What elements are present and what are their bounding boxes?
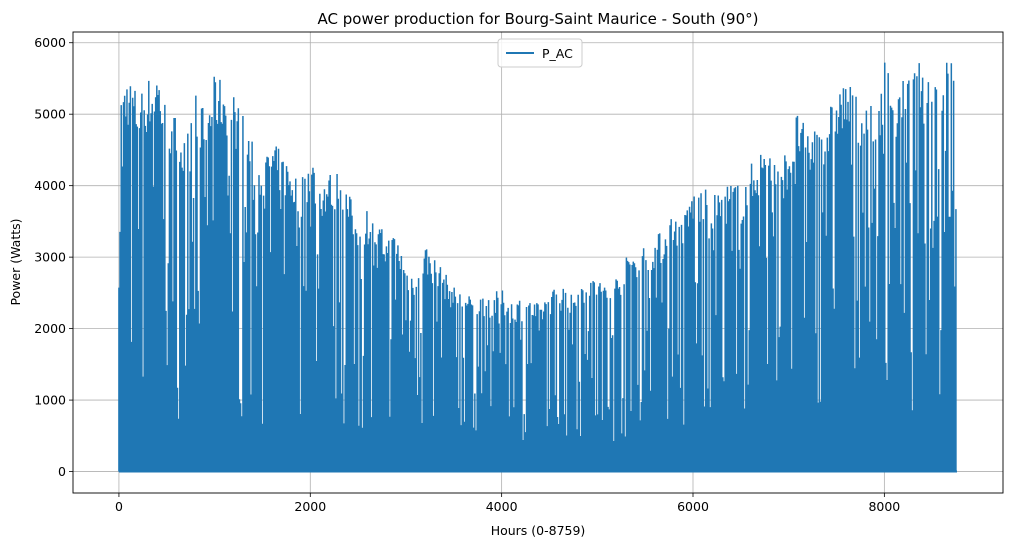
- x-tick-label: 2000: [294, 499, 326, 514]
- y-axis-label: Power (Watts): [8, 218, 23, 305]
- x-tick-label: 4000: [486, 499, 518, 514]
- y-axis-ticks: 0 1000 2000 3000 4000 5000 6000: [34, 35, 73, 479]
- y-tick-label: 0: [58, 464, 66, 479]
- y-tick-label: 1000: [34, 393, 66, 408]
- x-tick-label: 6000: [677, 499, 709, 514]
- y-tick-label: 2000: [34, 321, 66, 336]
- legend: P_AC: [497, 38, 583, 68]
- y-tick-label: 6000: [34, 35, 66, 50]
- x-axis-label: Hours (0-8759): [491, 523, 586, 538]
- legend-box: [497, 38, 583, 68]
- chart-title: AC power production for Bourg-Saint Maur…: [318, 10, 759, 28]
- x-tick-label: 8000: [868, 499, 900, 514]
- y-tick-label: 3000: [34, 250, 66, 265]
- series-p-ac-bars: [118, 62, 957, 472]
- x-tick-label: 0: [115, 499, 123, 514]
- y-tick-label: 4000: [34, 178, 66, 193]
- x-axis-ticks: 0 2000 4000 6000 8000: [115, 493, 900, 514]
- legend-label: P_AC: [542, 46, 573, 61]
- y-tick-label: 5000: [34, 107, 66, 122]
- plot-frame: [72, 31, 1004, 494]
- series-layer: [118, 62, 957, 473]
